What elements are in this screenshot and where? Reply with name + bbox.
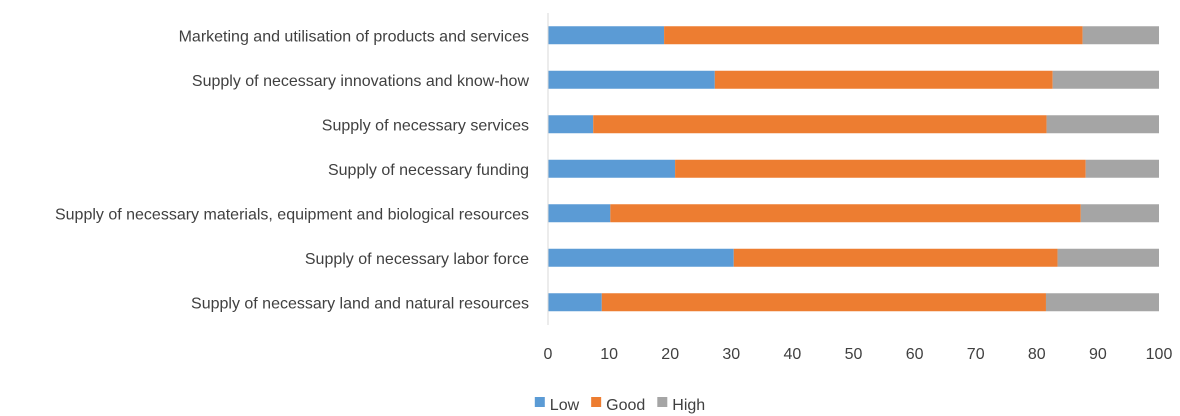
bar-segment-high (1057, 248, 1159, 267)
category-label: Supply of necessary materials, equipment… (55, 206, 529, 223)
category-label: Supply of necessary funding (328, 162, 529, 179)
x-tick-label: 80 (1028, 346, 1046, 363)
legend-swatch-high (657, 397, 668, 407)
legend-swatch-good (591, 397, 602, 407)
legend: Low Good High (534, 397, 705, 414)
legend-swatch-low (534, 397, 545, 407)
bar-segment-low (548, 204, 611, 223)
bar-segment-good (733, 248, 1058, 267)
bar-segment-good (675, 159, 1086, 178)
bar-segment-low (548, 70, 715, 89)
bar-segment-low (548, 293, 602, 312)
category-labels: Marketing and utilisation of products an… (55, 28, 529, 312)
x-tick-label: 20 (661, 346, 679, 363)
legend-label-low: Low (550, 397, 580, 414)
bar-segment-good (664, 26, 1083, 45)
bar-segment-good (593, 115, 1047, 134)
category-label: Supply of necessary innovations and know… (192, 73, 530, 90)
x-tick-label: 90 (1089, 346, 1107, 363)
legend-label-good: Good (606, 397, 645, 414)
bar-segment-high (1085, 159, 1159, 178)
category-label: Supply of necessary services (322, 117, 529, 134)
bar-segment-high (1080, 204, 1159, 223)
bar-segment-high (1045, 293, 1159, 312)
legend-label-high: High (672, 397, 705, 414)
bar-segment-good (714, 70, 1053, 89)
x-tick-label: 40 (784, 346, 802, 363)
category-label: Marketing and utilisation of products an… (179, 28, 529, 45)
bar-segment-low (548, 159, 676, 178)
x-tick-label: 0 (544, 346, 553, 363)
x-tick-label: 100 (1146, 346, 1173, 363)
x-tick-label: 30 (722, 346, 740, 363)
bar-segment-low (548, 26, 665, 45)
x-axis: 0 10 20 30 40 50 60 70 80 90 100 (544, 13, 1173, 363)
bar-segment-good (601, 293, 1046, 312)
bar-segment-low (548, 115, 594, 134)
category-label: Supply of necessary land and natural res… (191, 295, 529, 312)
bar-segment-high (1046, 115, 1159, 134)
bar-segment-high (1052, 70, 1159, 89)
bar-segment-good (610, 204, 1081, 223)
x-tick-label: 70 (967, 346, 985, 363)
x-tick-label: 60 (906, 346, 924, 363)
category-label: Supply of necessary labor force (305, 251, 529, 268)
bar-segment-high (1082, 26, 1160, 45)
x-tick-label: 50 (845, 346, 863, 363)
bar-segment-low (548, 248, 734, 267)
x-tick-label: 10 (600, 346, 618, 363)
bars-layer (548, 26, 1160, 312)
